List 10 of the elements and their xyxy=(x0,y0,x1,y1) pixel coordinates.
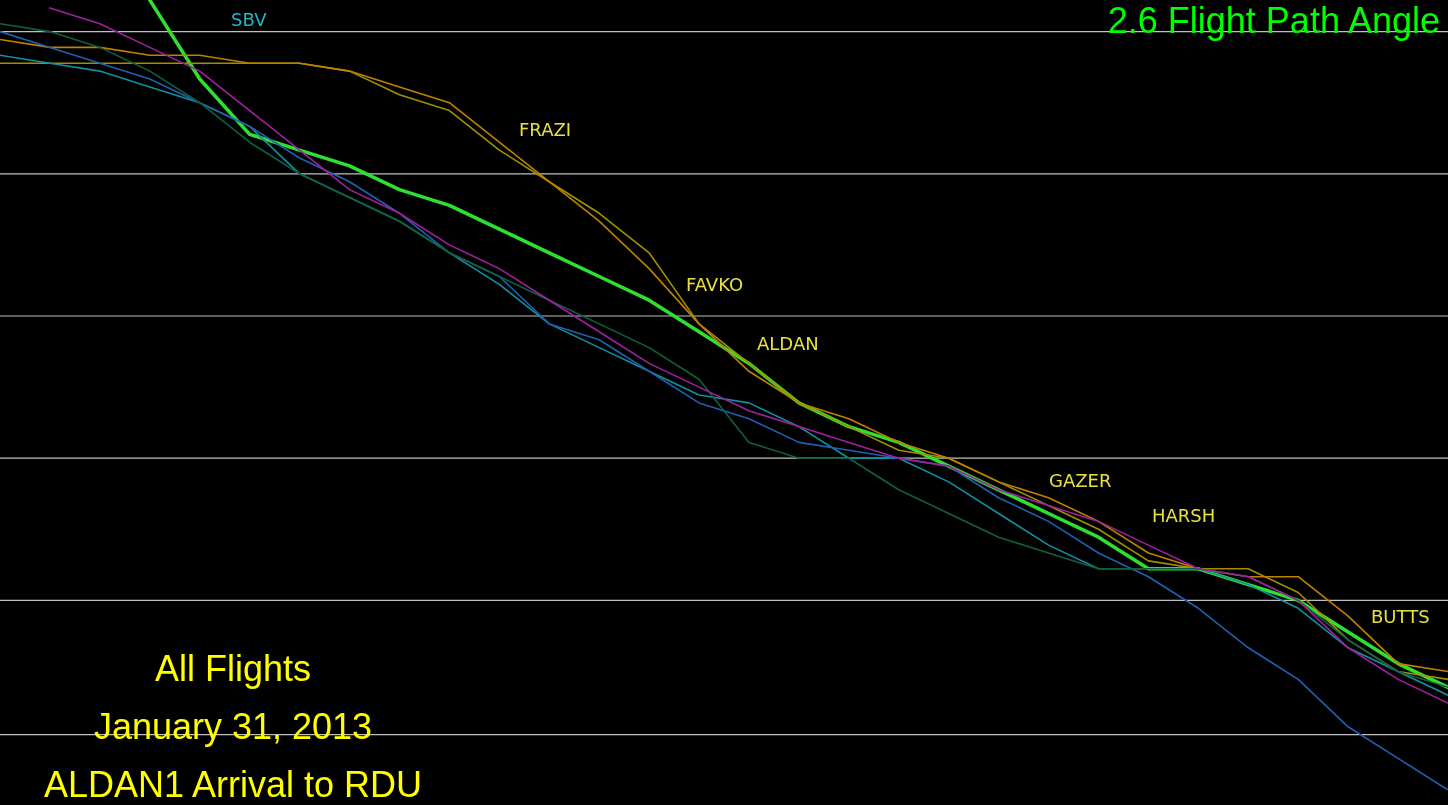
annotation: GAZER xyxy=(1049,470,1112,491)
annotation: BUTTS xyxy=(1371,606,1430,627)
annotation: SBV xyxy=(231,9,267,30)
annotation: ALDAN1 Arrival to RDU xyxy=(42,764,424,805)
annotation: All Flights xyxy=(153,648,312,690)
annotation: FRAZI xyxy=(519,119,572,140)
annotation: ALDAN xyxy=(757,333,819,354)
annotation: HARSH xyxy=(1152,505,1216,526)
annotation: FAVKO xyxy=(686,274,744,295)
chart-title: 2.6 Flight Path Angle xyxy=(1107,0,1440,42)
